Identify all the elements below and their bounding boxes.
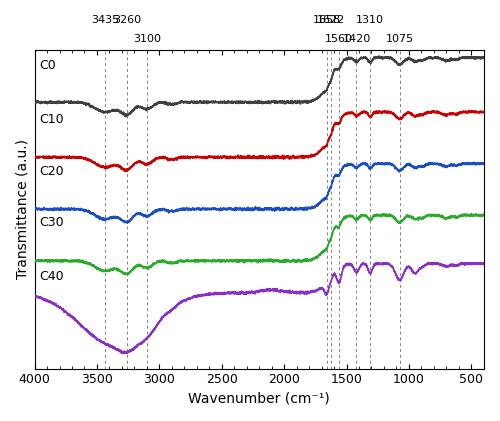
Text: 3435: 3435 bbox=[91, 15, 119, 25]
Text: C30: C30 bbox=[40, 216, 64, 229]
Text: 1658: 1658 bbox=[312, 15, 341, 25]
Text: 1075: 1075 bbox=[386, 35, 413, 45]
Y-axis label: Transmittance (a.u.): Transmittance (a.u.) bbox=[15, 139, 29, 279]
Text: 1310: 1310 bbox=[356, 15, 384, 25]
Text: C40: C40 bbox=[40, 269, 64, 282]
Text: C10: C10 bbox=[40, 113, 64, 126]
Text: C0: C0 bbox=[40, 59, 56, 72]
Text: 3100: 3100 bbox=[133, 35, 161, 45]
Text: 1420: 1420 bbox=[342, 35, 370, 45]
Text: 1622: 1622 bbox=[317, 15, 346, 25]
Text: C20: C20 bbox=[40, 165, 64, 178]
Text: 1560: 1560 bbox=[325, 35, 353, 45]
X-axis label: Wavenumber (cm⁻¹): Wavenumber (cm⁻¹) bbox=[188, 392, 330, 406]
Text: 3260: 3260 bbox=[113, 15, 141, 25]
